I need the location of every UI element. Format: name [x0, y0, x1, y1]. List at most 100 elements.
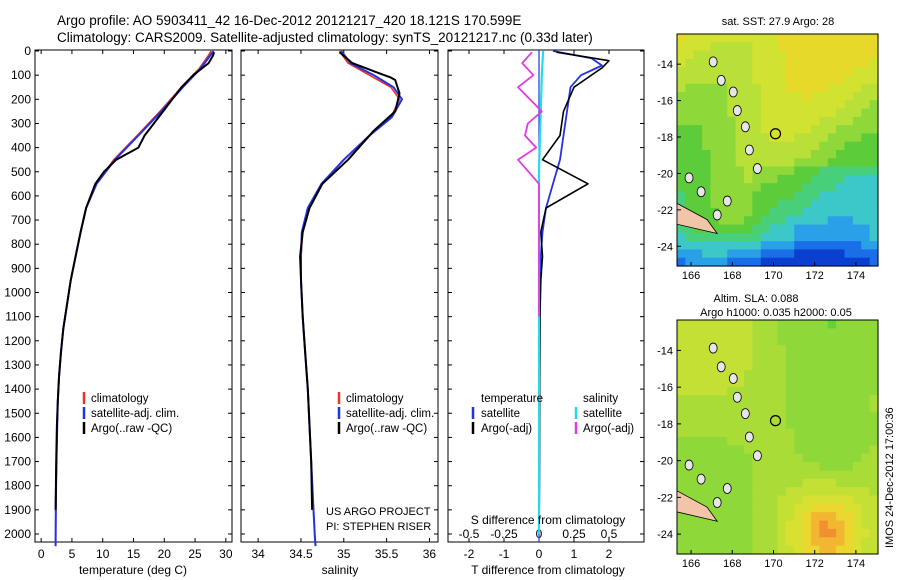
sla-map-new-caledonia: [676, 490, 719, 522]
sla-map-cell: [735, 478, 745, 488]
sla-map-title-2: Argo h1000: 0.035 h2000: 0.05: [700, 307, 852, 319]
sst-map-cell: [710, 224, 720, 234]
sla-map-cell: [769, 537, 779, 547]
sst-map-cell: [852, 208, 862, 217]
sla-map-cell: [777, 420, 787, 430]
sst-map-cell: [744, 208, 753, 217]
sst-map-cell: [760, 241, 770, 251]
sst-map-cell: [718, 183, 728, 193]
sla-map-cell: [744, 462, 753, 472]
sst-map-cell: [727, 199, 737, 209]
sst-map-cell: [811, 216, 820, 226]
sla-map-cell: [710, 395, 720, 405]
salinity-tick-label: 36: [423, 547, 437, 561]
sla-map-cell: [760, 487, 770, 497]
sst-map-cell: [811, 100, 820, 110]
sst-map-cell: [844, 232, 854, 242]
sst-map-cell: [744, 241, 753, 251]
sst-map-cell: [861, 166, 871, 176]
sst-map-cell: [811, 83, 820, 93]
sla-map-cell: [844, 503, 854, 513]
sla-map-cell: [811, 328, 820, 338]
sla-map-cell: [735, 503, 745, 513]
sla-map-cell: [744, 378, 753, 388]
sst-map-cell: [852, 174, 862, 184]
sla-map-cell: [752, 395, 762, 405]
sst-map-cell: [677, 249, 686, 259]
sla-map-cell: [685, 537, 695, 547]
sla-map-cell: [718, 395, 728, 405]
sla-map-cell: [760, 470, 770, 480]
sla-map-cell: [677, 353, 686, 363]
sst-map-cell: [693, 58, 703, 68]
sla-map-cell: [744, 512, 753, 522]
sst-map-cell: [777, 100, 787, 110]
sst-map-cell: [735, 100, 745, 110]
sla-map-cell: [861, 420, 871, 430]
sla-map-cell: [677, 470, 686, 480]
sst-map-cell: [819, 208, 829, 217]
sla-map-cell: [852, 370, 862, 380]
sst-map-cell: [785, 257, 795, 267]
sst-map-cell: [685, 108, 695, 118]
sst-map-cell: [827, 174, 837, 184]
sst-map-cell: [769, 116, 779, 126]
sla-map-cell: [702, 353, 712, 363]
sst-map-lat-label: -14: [657, 59, 673, 71]
sla-map-cell: [677, 386, 686, 396]
sst-map-cell: [727, 191, 737, 201]
sst-map-cell: [852, 67, 862, 77]
sst-map-cell: [836, 224, 846, 234]
sla-map-cell: [744, 420, 753, 430]
sst-map-cell: [752, 34, 762, 43]
sla-map-cell: [702, 378, 712, 388]
sla-map-cell: [861, 545, 871, 555]
sst-map-cell: [735, 166, 745, 176]
sla-map-cell: [785, 353, 795, 363]
sla-map-cell: [811, 520, 820, 530]
sla-map-cell: [769, 437, 779, 446]
sla-map-cell: [769, 453, 779, 463]
sla-map-cell: [844, 428, 854, 438]
sst-map-cell: [685, 34, 695, 43]
sst-map-cell: [727, 42, 737, 52]
depth-tick-label: 600: [11, 189, 31, 203]
sst-map-cell: [693, 158, 703, 168]
sst-map-cell: [702, 67, 712, 77]
sst-map-cell: [802, 257, 812, 267]
sla-map-cell: [861, 478, 871, 488]
sst-map-cell: [785, 166, 795, 176]
sst-map-cell: [852, 92, 862, 101]
sla-map-cell: [760, 445, 770, 455]
sst-map-cell: [844, 158, 854, 168]
sst-map-cell: [827, 50, 837, 60]
sla-map-lon-label: 172: [806, 558, 824, 570]
sla-map-cell: [677, 370, 686, 380]
depth-tick-label: 700: [11, 213, 31, 227]
sst-map-lon-label: 166: [682, 270, 700, 282]
sla-map-cell: [819, 512, 829, 522]
temperature-tick-label: 5: [69, 547, 76, 561]
sla-map-cell: [693, 353, 703, 363]
sla-map-cell: [844, 345, 854, 355]
sla-map-cell: [811, 487, 820, 497]
sla-map-cell: [836, 420, 846, 430]
sst-map-cell: [827, 249, 837, 259]
sla-map-cell: [677, 361, 686, 371]
sst-map-cell: [802, 100, 812, 110]
sst-map-cell: [752, 83, 762, 93]
sla-map-cell: [861, 345, 871, 355]
sla-map-cell: [685, 445, 695, 455]
sla-map-cell: [702, 320, 712, 329]
sst-map-cell: [744, 158, 753, 168]
sst-map-cell: [819, 241, 829, 251]
sst-map-cell: [760, 83, 770, 93]
sst-map-cell: [777, 208, 787, 217]
sla-map-cell: [869, 420, 879, 430]
depth-tick-label: 900: [11, 261, 31, 275]
sla-map-cell: [861, 386, 871, 396]
sla-map-cell: [869, 453, 879, 463]
sst-map-cell: [693, 34, 703, 43]
sst-map-cell: [802, 125, 812, 135]
sla-map-cell: [718, 428, 728, 438]
